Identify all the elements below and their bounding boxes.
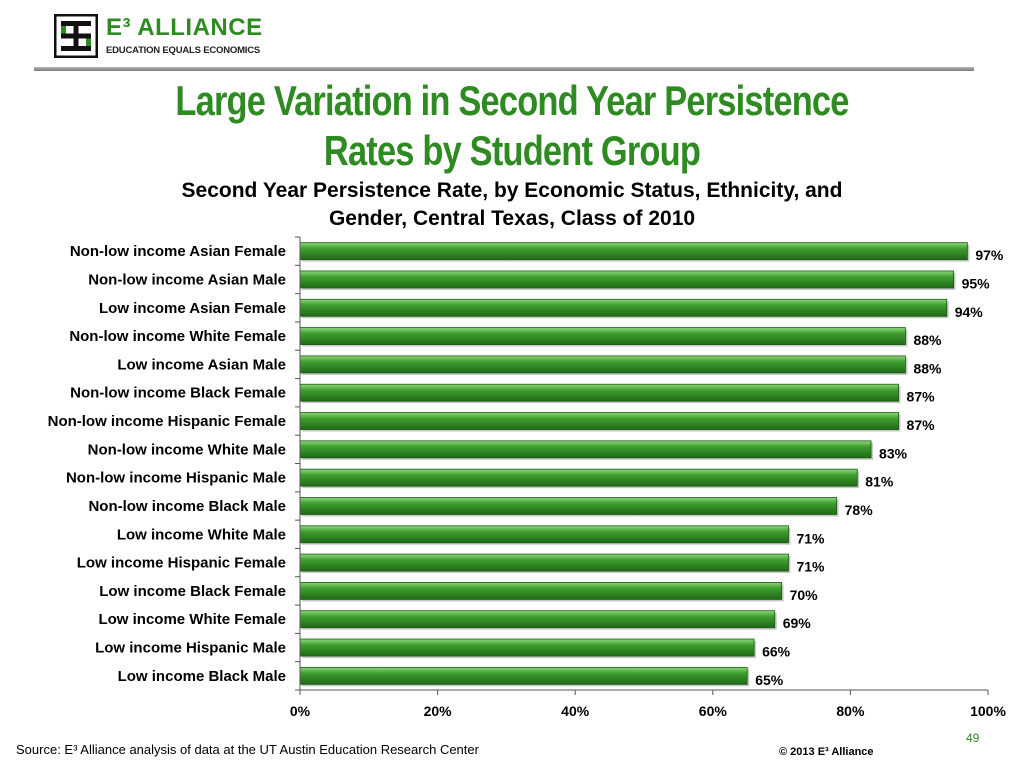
- logo-tagline: EDUCATION EQUALS ECONOMICS: [106, 45, 261, 56]
- data-label: 88%: [913, 332, 942, 348]
- bar: [299, 298, 948, 317]
- x-tick-label: 20%: [424, 703, 453, 719]
- page-number: 49: [966, 731, 980, 745]
- bar: [299, 440, 872, 459]
- data-label: 97%: [975, 247, 1004, 263]
- category-label: Low income White Female: [98, 611, 286, 628]
- category-label: Non-low income Hispanic Female: [48, 413, 286, 430]
- data-label: 87%: [907, 389, 936, 405]
- bar: [299, 242, 968, 261]
- copyright-notice: © 2013 E³ Alliance: [779, 746, 874, 758]
- category-label: Low income Black Female: [99, 583, 286, 600]
- slide-title: Large Variation in Second Year Persisten…: [92, 76, 932, 176]
- header-divider: [34, 67, 974, 71]
- category-label: Low income Hispanic Male: [95, 640, 286, 657]
- category-label: Non-low income Asian Female: [70, 243, 286, 260]
- bar: [299, 497, 838, 515]
- x-tick-label: 60%: [699, 703, 728, 719]
- slide-title-line-2: Rates by Student Group: [323, 127, 701, 174]
- data-label: 78%: [845, 502, 874, 518]
- category-label: Non-low income White Female: [69, 328, 286, 345]
- bar: [299, 468, 858, 487]
- e3-alliance-logo: E³ ALLIANCE EDUCATION EQUALS ECONOMICS: [54, 14, 262, 64]
- data-label: 83%: [879, 445, 908, 461]
- bar: [299, 553, 789, 572]
- data-label: 66%: [762, 644, 791, 660]
- category-label: Low income Asian Female: [99, 300, 286, 317]
- bar: [299, 525, 789, 544]
- bar: [299, 412, 899, 430]
- x-tick-label: 0%: [290, 703, 311, 719]
- x-tick-label: 100%: [970, 703, 1006, 719]
- data-label: 65%: [755, 672, 784, 688]
- category-label: Non-low income Asian Male: [88, 271, 286, 288]
- bar: [299, 666, 748, 685]
- bars-layer: Non-low income Asian Female 97% Non-low in…: [48, 242, 1004, 688]
- bar: [299, 327, 906, 345]
- e3-alliance-logo-icon: [54, 14, 98, 58]
- source-note: Source: E³ Alliance analysis of data at …: [16, 742, 479, 757]
- category-label: Low income Hispanic Female: [77, 555, 286, 572]
- bar: [299, 610, 776, 629]
- data-label: 69%: [783, 615, 812, 631]
- data-label: 95%: [962, 275, 991, 291]
- bar: [299, 582, 783, 600]
- x-tick-label: 80%: [836, 703, 865, 719]
- chart-title: Second Year Persistence Rate, by Economi…: [0, 177, 1024, 233]
- bar: [299, 638, 755, 657]
- x-tick-label: 40%: [561, 703, 590, 719]
- data-label: 71%: [796, 530, 825, 546]
- data-label: 87%: [907, 417, 936, 433]
- category-label: Low income White Male: [117, 526, 286, 543]
- category-label: Low income Asian Male: [117, 356, 286, 373]
- chart-axes: 0% 20% 40% 60% 80% 100%: [290, 236, 1006, 719]
- bar: [299, 383, 899, 402]
- bar: [299, 355, 906, 374]
- category-label: Non-low income Hispanic Male: [66, 470, 286, 487]
- category-label: Non-low income Black Male: [88, 498, 286, 515]
- category-label: Low income Black Male: [118, 668, 286, 685]
- data-label: 94%: [955, 304, 984, 320]
- category-label: Non-low income White Male: [88, 441, 286, 458]
- chart-title-line-1: Second Year Persistence Rate, by Economi…: [181, 179, 843, 202]
- category-label: Non-low income Black Female: [70, 385, 286, 402]
- data-label: 88%: [913, 360, 942, 376]
- bar: [299, 270, 954, 289]
- data-label: 70%: [790, 587, 819, 603]
- slide-title-line-1: Large Variation in Second Year Persisten…: [175, 77, 849, 124]
- logo-name: E³ ALLIANCE: [106, 14, 263, 41]
- data-label: 71%: [796, 559, 825, 575]
- data-label: 81%: [865, 474, 894, 490]
- chart-title-line-2: Gender, Central Texas, Class of 2010: [328, 207, 696, 230]
